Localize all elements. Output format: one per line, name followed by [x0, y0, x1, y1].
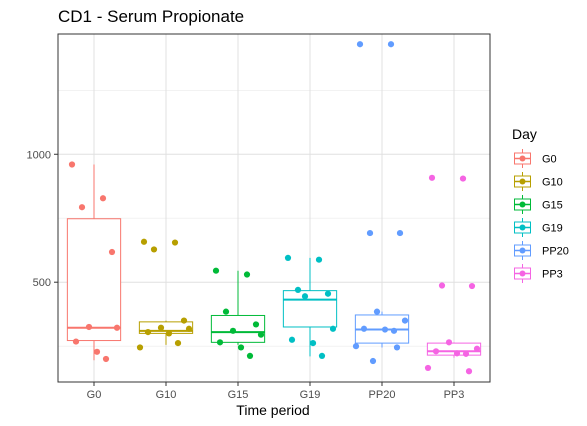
x-tick-label: PP20	[369, 389, 396, 401]
data-point	[174, 340, 182, 347]
data-point	[401, 317, 409, 324]
data-point	[102, 355, 110, 363]
data-point	[108, 248, 116, 256]
data-point	[356, 41, 364, 48]
data-point	[113, 324, 121, 331]
data-point	[171, 239, 179, 246]
data-point	[150, 246, 158, 253]
x-axis-title: Time period	[236, 402, 309, 418]
panel-border	[57, 33, 491, 383]
data-point	[381, 326, 389, 333]
data-point	[288, 336, 296, 343]
data-point	[243, 271, 251, 278]
legend: Day G0 G10 G15 G19 PP20 PP3	[512, 126, 569, 284]
data-point	[373, 308, 381, 315]
data-point	[72, 338, 80, 345]
data-point	[315, 256, 323, 263]
data-point	[229, 327, 237, 334]
legend-key-point	[519, 270, 526, 277]
data-point	[237, 344, 245, 351]
data-point	[222, 308, 230, 315]
data-point	[453, 350, 461, 357]
legend-key-point	[519, 155, 526, 162]
legend-key-point	[519, 224, 526, 231]
data-point	[136, 344, 144, 351]
data-point	[387, 41, 395, 48]
data-point	[462, 350, 470, 357]
data-point	[432, 348, 440, 355]
data-point	[329, 325, 337, 332]
data-point	[185, 325, 193, 332]
legend-label: G15	[542, 200, 563, 212]
data-point	[309, 340, 317, 347]
legend-label: PP3	[542, 269, 563, 281]
y-tick-label: 500	[33, 277, 51, 289]
legend-label: PP20	[542, 246, 569, 258]
data-point	[252, 321, 260, 328]
data-point	[396, 229, 404, 237]
legend-label: G0	[542, 154, 557, 166]
data-point	[360, 325, 368, 332]
data-point	[294, 286, 302, 293]
data-point	[366, 229, 374, 237]
data-point	[445, 339, 453, 346]
x-tick-label: G0	[87, 389, 102, 401]
legend-label: G19	[542, 223, 563, 235]
data-point	[369, 357, 377, 365]
box	[66, 218, 122, 342]
data-point	[473, 345, 481, 352]
data-point	[99, 195, 107, 202]
data-point	[393, 344, 401, 351]
data-point	[424, 364, 432, 372]
chart-title: CD1 - Serum Propionate	[58, 7, 244, 26]
data-point	[468, 282, 476, 290]
x-tick-label: G19	[300, 389, 321, 401]
x-tick-label: G15	[228, 389, 249, 401]
y-tick-label: 1000	[27, 149, 51, 161]
data-point	[157, 324, 165, 331]
data-point	[352, 343, 360, 350]
data-point	[318, 352, 326, 359]
data-point	[78, 204, 86, 211]
data-point	[465, 368, 473, 375]
data-point	[301, 293, 309, 300]
legend-key-point	[519, 247, 526, 254]
data-point	[144, 329, 152, 336]
legend-title: Day	[512, 126, 537, 142]
data-point	[180, 317, 188, 324]
data-point	[284, 254, 292, 261]
plot-panel: 500 1000 G0 G10 G15 G19 PP20 PP3	[27, 33, 491, 401]
box	[210, 314, 266, 343]
data-point	[246, 352, 254, 359]
data-point	[165, 330, 173, 337]
data-point	[257, 331, 265, 338]
legend-key-point	[519, 201, 526, 208]
data-point	[68, 161, 76, 168]
x-tick-label: G10	[156, 389, 177, 401]
legend-key-point	[519, 178, 526, 185]
legend-label: G10	[542, 177, 563, 189]
data-point	[93, 348, 101, 355]
x-tick-label: PP3	[444, 389, 465, 401]
data-point	[459, 175, 467, 182]
data-point	[428, 174, 436, 181]
data-point	[140, 238, 148, 245]
data-point	[390, 327, 398, 334]
panel-background	[58, 34, 490, 382]
data-point	[212, 267, 220, 274]
data-point	[216, 339, 224, 346]
data-point	[324, 290, 332, 297]
data-point	[438, 282, 446, 289]
data-point	[85, 323, 93, 331]
